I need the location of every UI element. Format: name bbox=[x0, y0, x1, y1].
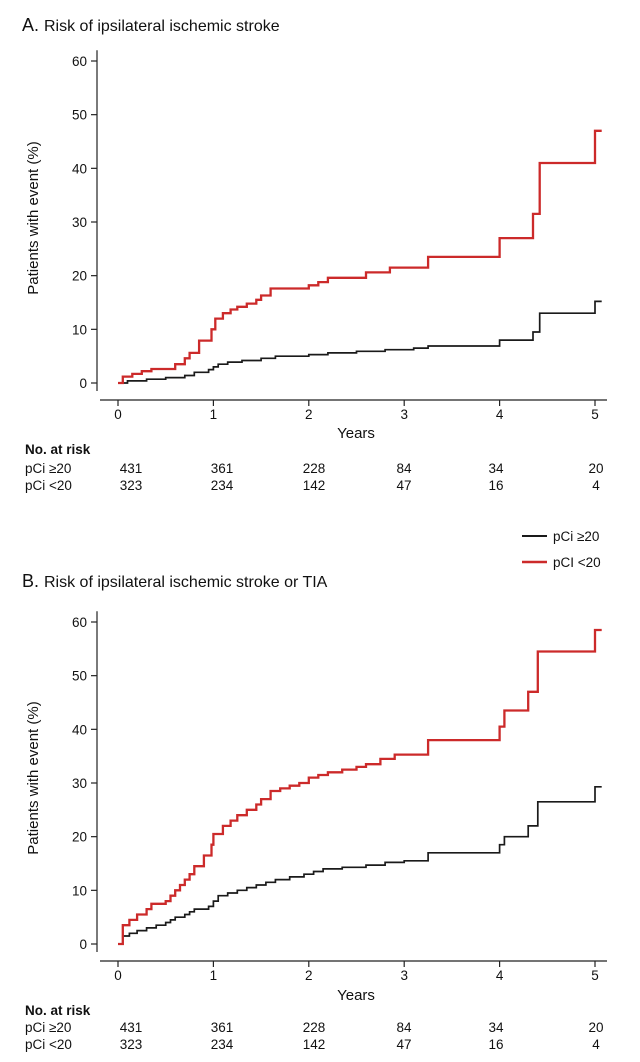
panel-a-y-tick-label: 60 bbox=[72, 54, 87, 69]
panel-b-series-pci-ge20-line bbox=[118, 785, 602, 945]
panel-a-x-tick-label: 4 bbox=[496, 407, 504, 422]
panel-b-y-tick-label: 0 bbox=[79, 937, 87, 952]
panel-b-risk-value: 361 bbox=[211, 1020, 234, 1035]
panel-b-y-tick-label: 20 bbox=[72, 830, 87, 845]
panel-a-series-pci-lt20-line bbox=[118, 129, 602, 385]
panel-a-x-tick-label: 0 bbox=[114, 407, 122, 422]
panel-b-risk-label-ge20: pCi ≥20 bbox=[25, 1020, 71, 1035]
legend-label-lt20: pCI <20 bbox=[553, 555, 601, 570]
panel-b-x-tick-label: 3 bbox=[400, 968, 408, 983]
panel-b-risk-value: 431 bbox=[120, 1020, 143, 1035]
panel-a-risk-value: 84 bbox=[396, 461, 412, 476]
panel-a-risk-value: 47 bbox=[396, 478, 411, 493]
panel-b-risk-value: 142 bbox=[303, 1037, 326, 1052]
panel-a-risk-value: 431 bbox=[120, 461, 143, 476]
panel-b-letter: B. bbox=[22, 571, 39, 591]
panel-a-title: Risk of ipsilateral ischemic stroke bbox=[44, 18, 280, 35]
panel-a-x-tick-label: 1 bbox=[210, 407, 218, 422]
panel-b-risk-value: 228 bbox=[303, 1020, 326, 1035]
panel-a-risk-label-ge20: pCi ≥20 bbox=[25, 461, 71, 476]
panel-a-x-tick-label: 5 bbox=[591, 407, 599, 422]
panel-a-y-tick-label: 50 bbox=[72, 108, 87, 123]
panel-b-series-pci-lt20-line bbox=[118, 628, 602, 946]
panel-b-risk-value: 47 bbox=[396, 1037, 411, 1052]
panel-a-risk-value: 323 bbox=[120, 478, 143, 493]
panel-a-x-axis-label: Years bbox=[337, 425, 375, 442]
panel-a-y-tick-label: 30 bbox=[72, 215, 87, 230]
panel-b-x-tick-label: 1 bbox=[210, 968, 218, 983]
panel-b-x-tick-label: 2 bbox=[305, 968, 313, 983]
panel-a-risk-value: 4 bbox=[592, 478, 600, 493]
panel-b-y-tick-label: 60 bbox=[72, 615, 87, 630]
panel-a-risk-value: 142 bbox=[303, 478, 326, 493]
panel-a: A. Risk of ipsilateral ischemic stroke P… bbox=[22, 15, 607, 493]
panel-a-risk-value: 20 bbox=[588, 461, 603, 476]
panel-a-risk-value: 234 bbox=[211, 478, 234, 493]
panel-b-x-tick-label: 5 bbox=[591, 968, 599, 983]
panel-b-x-tick-label: 4 bbox=[496, 968, 504, 983]
panel-a-series-pci-ge20-line bbox=[118, 300, 602, 384]
panel-a-risk-heading: No. at risk bbox=[25, 442, 91, 457]
panel-a-risk-value: 228 bbox=[303, 461, 326, 476]
panel-b-risk-value: 4 bbox=[592, 1037, 600, 1052]
panel-a-y-tick-label: 10 bbox=[72, 322, 87, 337]
panel-b-x-axis-label: Years bbox=[337, 987, 375, 1004]
panel-a-letter: A. bbox=[22, 15, 39, 35]
panel-a-x-tick-label: 3 bbox=[400, 407, 408, 422]
panel-b-y-axis-label: Patients with event (%) bbox=[25, 701, 42, 854]
panel-b-risk-value: 234 bbox=[211, 1037, 234, 1052]
panel-b-risk-value: 84 bbox=[396, 1020, 412, 1035]
panel-a-y-tick-label: 0 bbox=[79, 376, 87, 391]
panel-b-risk-value: 34 bbox=[488, 1020, 504, 1035]
panel-b-risk-heading: No. at risk bbox=[25, 1003, 91, 1018]
legend-label-ge20: pCi ≥20 bbox=[553, 529, 599, 544]
panel-a-y-axis-label: Patients with event (%) bbox=[25, 141, 42, 294]
panel-b-risk-value: 16 bbox=[488, 1037, 503, 1052]
panel-b-risk-value: 20 bbox=[588, 1020, 603, 1035]
panel-a-risk-label-lt20: pCi <20 bbox=[25, 478, 72, 493]
panel-b-risk-value: 323 bbox=[120, 1037, 143, 1052]
panel-a-y-tick-label: 40 bbox=[72, 161, 87, 176]
panel-b: B. Risk of ipsilateral ischemic stroke o… bbox=[22, 571, 607, 1052]
panel-b-x-tick-label: 0 bbox=[114, 968, 122, 983]
legend: pCi ≥20 pCI <20 bbox=[522, 529, 601, 570]
panel-b-title: Risk of ipsilateral ischemic stroke or T… bbox=[44, 574, 328, 591]
panel-a-y-tick-label: 20 bbox=[72, 269, 87, 284]
panel-b-y-tick-label: 50 bbox=[72, 669, 87, 684]
panel-a-risk-value: 361 bbox=[211, 461, 234, 476]
panel-a-risk-value: 34 bbox=[488, 461, 504, 476]
panel-b-y-tick-label: 30 bbox=[72, 776, 87, 791]
panel-b-y-tick-label: 10 bbox=[72, 883, 87, 898]
panel-a-x-tick-label: 2 bbox=[305, 407, 313, 422]
panel-b-y-tick-label: 40 bbox=[72, 722, 87, 737]
panel-a-risk-value: 16 bbox=[488, 478, 503, 493]
panel-b-risk-label-lt20: pCi <20 bbox=[25, 1037, 72, 1052]
